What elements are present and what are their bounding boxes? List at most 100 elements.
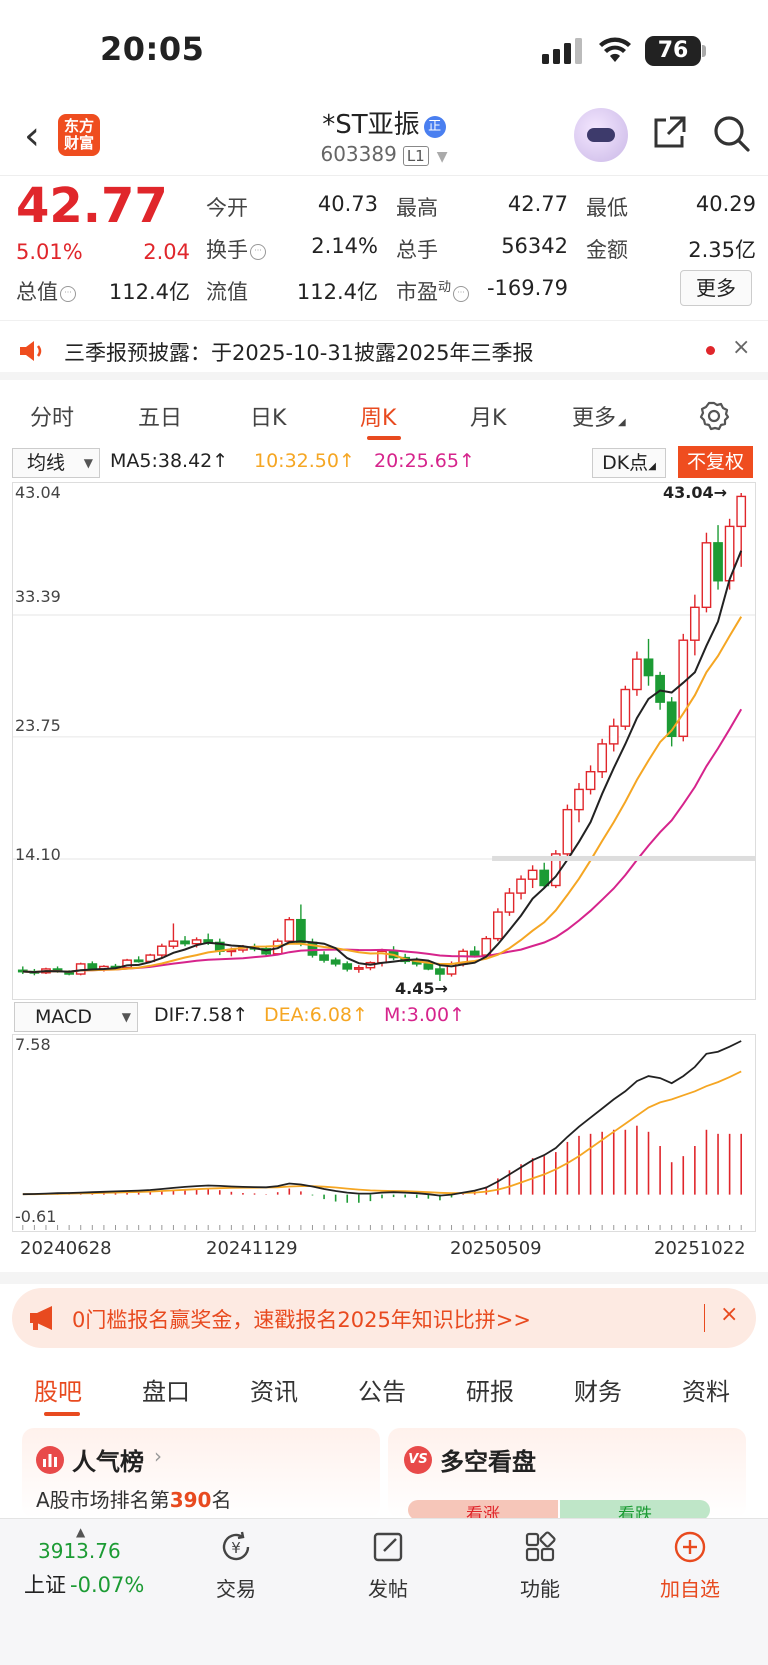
last-price: 42.77	[16, 178, 168, 234]
candle-up	[574, 788, 584, 811]
promo-banner[interactable]: 0门槛报名赢奖金，速戳报名2025年知识比拼>> ×	[12, 1288, 756, 1348]
high-value: 42.77	[507, 192, 568, 216]
close-button[interactable]: ×	[720, 1302, 739, 1327]
float-value: 112.4亿	[296, 280, 378, 304]
tab-intraday[interactable]: 分时	[30, 406, 75, 431]
bottom-nav: ▲ 3913.76 上证 -0.07% ¥ 交易 发帖 功能	[0, 1518, 768, 1665]
macd-legend: MACD ▼ DIF:7.58↑ DEA:6.08↑ M:3.00↑	[0, 1000, 768, 1034]
candle-up	[191, 939, 202, 945]
info-icon[interactable]: ···	[250, 244, 266, 260]
bear-vote-button[interactable]: 看跌	[560, 1500, 710, 1525]
wifi-icon	[599, 37, 631, 62]
adjust-price-button[interactable]: 不复权	[678, 446, 753, 478]
dropdown-caret-icon: ▼	[121, 1010, 131, 1024]
ma10-line	[22, 616, 743, 974]
date-label: 20250509	[450, 1238, 542, 1259]
announcement-text: 三季报预披露：于2025-10-31披露2025年三季报	[64, 341, 534, 365]
candle-up	[156, 945, 167, 956]
tab-profile[interactable]: 资料	[682, 1378, 730, 1406]
candle-up	[620, 688, 631, 727]
low-value: 40.29	[695, 192, 756, 216]
bull-bear-card[interactable]: VS 多空看盘 看涨 看跌	[388, 1428, 746, 1525]
tab-more[interactable]: 更多 ◢	[572, 406, 626, 431]
kline-chart[interactable]: 43.04 33.39 23.75 14.10 43.04→ 4.45→	[12, 482, 756, 1000]
close-button[interactable]: ×	[732, 335, 751, 360]
tab-news[interactable]: 资讯	[250, 1378, 298, 1406]
dea-value: DEA:6.08↑	[264, 1004, 368, 1026]
trade-button[interactable]: ¥ 交易	[186, 1529, 286, 1602]
tab-five-day[interactable]: 五日	[138, 406, 183, 431]
tab-finance[interactable]: 财务	[574, 1378, 622, 1406]
dk-point-select[interactable]: DK点◢	[592, 448, 666, 478]
date-label: 20251022	[654, 1238, 746, 1259]
add-watchlist-button[interactable]: 加自选	[640, 1529, 740, 1602]
candle-down	[655, 674, 665, 703]
search-icon[interactable]	[712, 114, 752, 154]
tab-announcements[interactable]: 公告	[358, 1378, 406, 1406]
candle-up	[689, 606, 700, 641]
date-axis: 20240628 20241129 20250509 20251022	[0, 1232, 768, 1272]
battery-tip	[702, 45, 706, 57]
tab-daily-k[interactable]: 日K	[250, 406, 287, 431]
stock-header: ‹ 东方财富 *ST亚振正 603389 L1 ▼	[0, 100, 768, 176]
macd-select[interactable]: MACD ▼	[14, 1002, 138, 1032]
mktcap-value: 112.4亿	[108, 280, 190, 304]
active-tab-indicator	[44, 1412, 80, 1416]
verified-badge-icon: 正	[423, 116, 446, 138]
post-button[interactable]: 发帖	[338, 1529, 438, 1602]
stock-code-row[interactable]: 603389 L1 ▼	[0, 142, 768, 166]
ai-assistant-icon[interactable]	[574, 108, 628, 162]
share-icon[interactable]	[650, 114, 688, 152]
candle-up	[608, 725, 619, 745]
candle-down	[435, 968, 445, 975]
candle-up	[562, 808, 573, 855]
tab-weekly-k[interactable]: 周K	[360, 406, 397, 431]
tab-forum[interactable]: 股吧	[34, 1378, 82, 1406]
info-icon[interactable]: ···	[453, 286, 470, 302]
candle-up	[493, 911, 503, 940]
indicator-select[interactable]: 均线 ▼	[12, 448, 100, 478]
candle-down	[713, 542, 723, 582]
gear-icon[interactable]	[698, 400, 730, 432]
functions-button[interactable]: 功能	[490, 1529, 590, 1602]
candle-up	[736, 495, 747, 528]
megaphone-icon	[30, 1306, 52, 1330]
price-band	[492, 855, 755, 861]
caret-down-icon: ▼	[436, 149, 448, 165]
macd-chart[interactable]: 7.58 -0.61	[12, 1034, 756, 1232]
amount-value: 2.35亿	[688, 238, 756, 262]
high-label: 最高	[396, 196, 438, 220]
unread-dot	[706, 346, 715, 355]
volume-value: 56342	[501, 234, 568, 258]
tab-monthly-k[interactable]: 月K	[470, 406, 507, 431]
svg-text:¥: ¥	[231, 1539, 241, 1557]
chevron-right-icon: ›	[154, 1444, 162, 1468]
add-circle-icon	[674, 1531, 706, 1563]
bull-vote-button[interactable]: 看涨	[408, 1500, 558, 1525]
announcement-bar[interactable]: 三季报预披露：于2025-10-31披露2025年三季报 ×	[0, 320, 768, 380]
stock-title[interactable]: *ST亚振正	[0, 104, 768, 141]
more-quote-button[interactable]: 更多	[680, 270, 752, 306]
y-axis-label: 14.10	[15, 845, 61, 864]
back-button[interactable]: ‹	[24, 113, 40, 159]
candle-down	[539, 869, 550, 887]
ma10-value: 10:32.50↑	[254, 450, 355, 472]
info-icon[interactable]: ···	[60, 286, 76, 302]
candle-up	[701, 542, 712, 609]
tab-research[interactable]: 研报	[466, 1378, 514, 1406]
tab-orderbook[interactable]: 盘口	[142, 1378, 190, 1406]
vs-icon: VS	[404, 1446, 432, 1474]
grid-icon	[525, 1531, 556, 1562]
date-label: 20241129	[206, 1238, 298, 1259]
candle-up	[678, 639, 689, 737]
stock-code: 603389	[320, 142, 397, 166]
speaker-icon	[20, 341, 42, 361]
candle-up	[353, 967, 364, 970]
section-divider	[0, 1272, 768, 1284]
candle-down	[319, 954, 329, 961]
caret-up-icon: ▲	[76, 1525, 86, 1539]
clock: 20:05	[100, 30, 205, 68]
min-price-marker: 4.45→	[395, 979, 448, 998]
candle-down	[296, 918, 306, 944]
popularity-card[interactable]: 人气榜 › A股市场排名第390名	[22, 1428, 380, 1518]
